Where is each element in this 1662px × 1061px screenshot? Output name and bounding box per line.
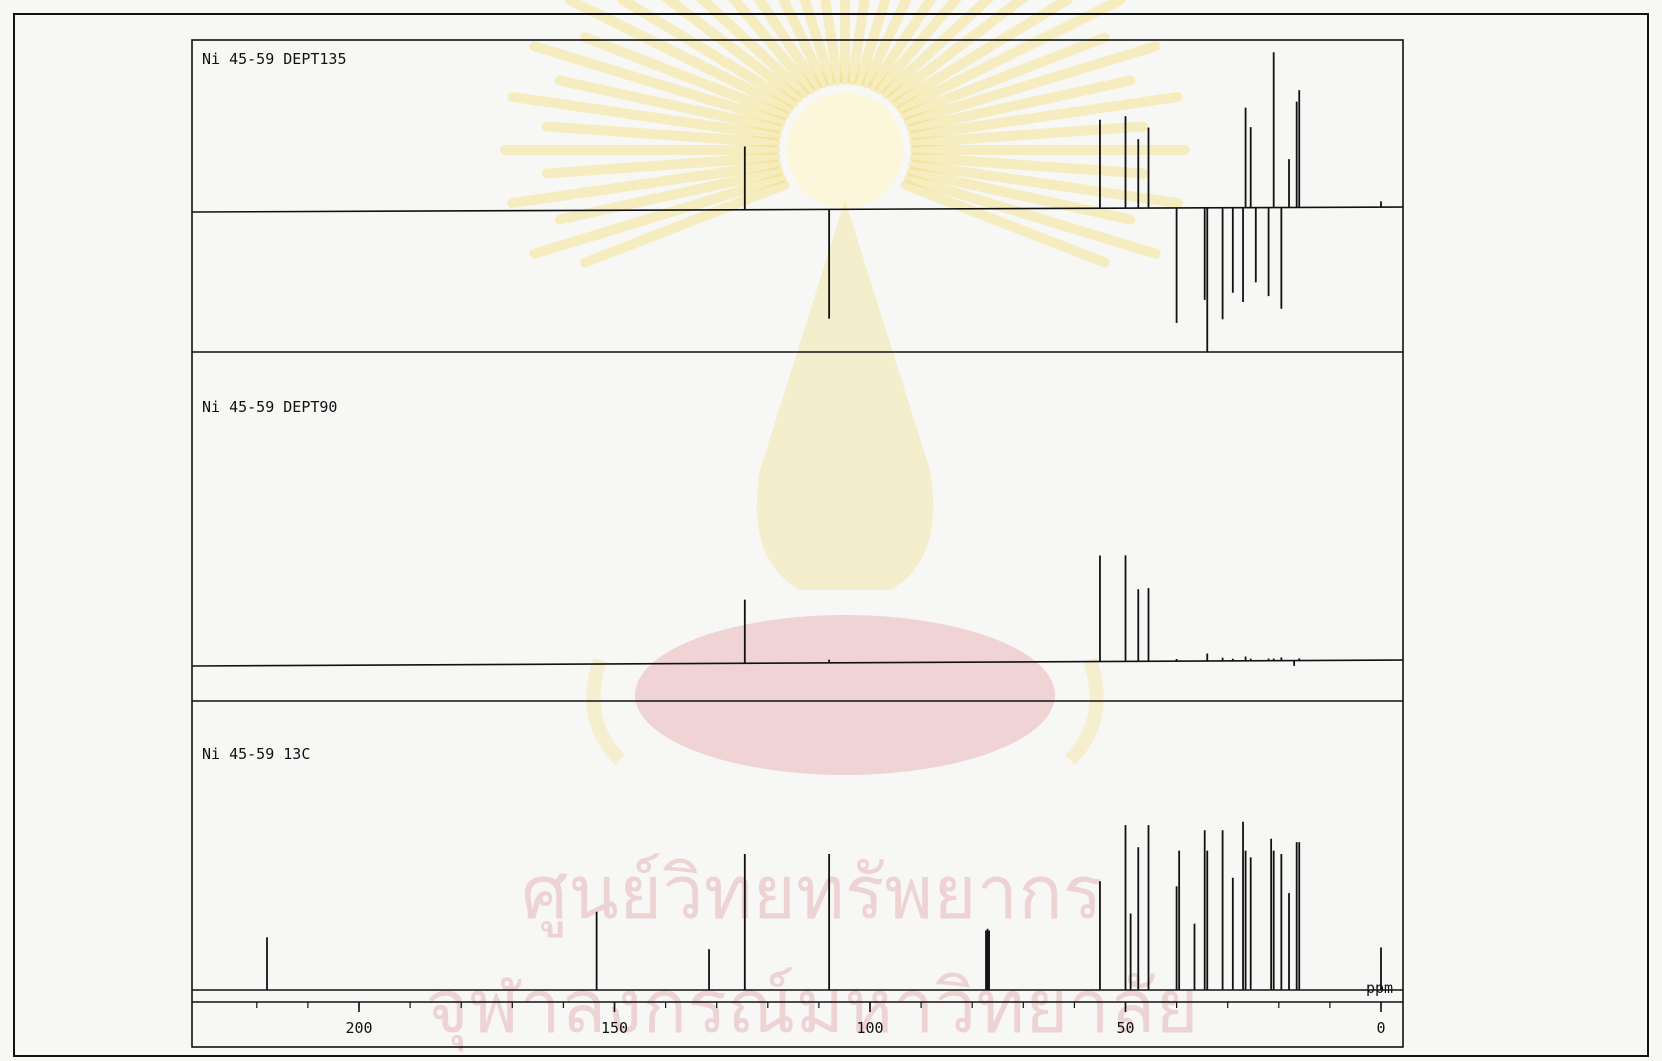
c13-peaks — [266, 821, 1382, 990]
emblem-ray — [554, 75, 784, 134]
royal-emblem-icon — [500, 0, 1190, 775]
emblem-base — [635, 615, 1055, 775]
x-tick-label: 200 — [345, 1019, 372, 1037]
emblem-ray — [695, 0, 809, 99]
emblem-ray — [554, 166, 784, 225]
emblem-ray — [541, 152, 781, 179]
emblem-ray — [753, 0, 822, 92]
c13-title: Ni 45-59 13C — [202, 745, 310, 763]
emblem-ray — [541, 121, 781, 148]
dept135-baseline — [191, 206, 1404, 213]
emblem-ray — [529, 41, 787, 127]
emblem-ray — [847, 0, 870, 86]
emblem-ray — [564, 0, 794, 114]
emblem-ray — [529, 173, 787, 259]
emblem-ray — [903, 41, 1161, 127]
x-tick-label: 150 — [601, 1019, 628, 1037]
emblem-ray — [892, 0, 1073, 109]
x-tick-label: 0 — [1376, 1019, 1385, 1037]
emblem-ray — [909, 121, 1149, 148]
emblem-sun — [787, 92, 903, 208]
emblem-ray — [875, 0, 962, 95]
emblem-ray — [909, 152, 1149, 179]
emblem-ray — [886, 0, 1029, 103]
emblem-ray — [778, 0, 829, 89]
emblem-ray — [854, 0, 891, 87]
emblem-ray — [900, 180, 1110, 268]
emblem-ray — [896, 0, 1126, 114]
watermark: ศูนย์วิทยทรัพยากร จุฬาลงกรณ์มหาวิทยาลัย — [425, 0, 1199, 1052]
emblem-ray — [580, 32, 790, 120]
dept135-title: Ni 45-59 DEPT135 — [202, 50, 347, 68]
emblem-ray — [861, 0, 912, 89]
emblem-ray — [868, 0, 937, 92]
emblem-ray — [728, 0, 815, 95]
dept90-baseline — [191, 659, 1404, 667]
emblem-ray — [881, 0, 995, 99]
emblem-ray — [507, 91, 782, 141]
x-tick-label: 50 — [1116, 1019, 1134, 1037]
emblem-ray — [661, 0, 804, 103]
watermark-text-line1: ศูนย์วิทยทรัพยากร — [521, 850, 1102, 938]
emblem-ray — [507, 159, 782, 209]
emblem-ray — [908, 159, 1183, 209]
emblem-tassels — [586, 657, 1104, 765]
spectrum-plot-frame — [191, 39, 1404, 1048]
emblem-ray — [820, 0, 843, 86]
emblem-ray — [906, 166, 1136, 225]
emblem-ray — [580, 180, 790, 268]
emblem-ray — [908, 91, 1183, 141]
x-axis-unit-label: ppm — [1366, 979, 1393, 997]
emblem-ray — [906, 75, 1136, 134]
emblem-ray — [900, 32, 1110, 120]
dept135-peaks — [743, 52, 1382, 352]
dept90-peaks — [743, 555, 1301, 666]
x-tick-label: 100 — [856, 1019, 883, 1037]
emblem-crown — [756, 200, 934, 590]
emblem-ray — [799, 0, 836, 87]
emblem-ray — [617, 0, 798, 109]
outer-frame — [13, 13, 1649, 1057]
watermark-text-line2: จุฬาลงกรณ์มหาวิทยาลัย — [425, 964, 1198, 1052]
emblem-ray — [903, 173, 1161, 259]
x-axis: 200 150 100 50 0 — [256, 1002, 1386, 1037]
dept90-title: Ni 45-59 DEPT90 — [202, 398, 337, 416]
